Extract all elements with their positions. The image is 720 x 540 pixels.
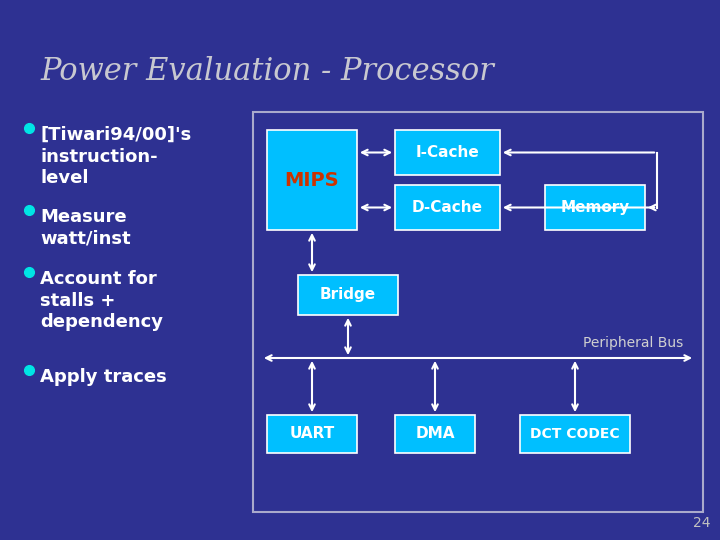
Text: UART: UART	[289, 427, 335, 442]
Text: Peripheral Bus: Peripheral Bus	[582, 336, 683, 350]
Bar	[253, 112, 703, 512]
Bar	[520, 415, 630, 453]
Text: Power Evaluation - Processor: Power Evaluation - Processor	[40, 57, 494, 87]
Text: DMA: DMA	[415, 427, 455, 442]
Text: DCT CODEC: DCT CODEC	[530, 427, 620, 441]
Bar	[395, 185, 500, 230]
Text: I-Cache: I-Cache	[415, 145, 480, 160]
Text: Apply traces: Apply traces	[40, 368, 167, 386]
Text: Bridge: Bridge	[320, 287, 376, 302]
Text: 24: 24	[693, 516, 710, 530]
Bar	[395, 415, 475, 453]
Text: Account for
stalls +
dependency: Account for stalls + dependency	[40, 270, 163, 331]
Bar	[267, 130, 357, 230]
Bar	[267, 415, 357, 453]
Text: Measure
watt/inst: Measure watt/inst	[40, 208, 130, 247]
Bar	[298, 275, 398, 315]
Text: Memory: Memory	[560, 200, 629, 215]
Bar	[545, 185, 645, 230]
Text: [Tiwari94/00]'s
instruction-
level: [Tiwari94/00]'s instruction- level	[40, 126, 192, 187]
Text: MIPS: MIPS	[284, 171, 339, 190]
Text: D-Cache: D-Cache	[412, 200, 483, 215]
Bar	[395, 130, 500, 175]
